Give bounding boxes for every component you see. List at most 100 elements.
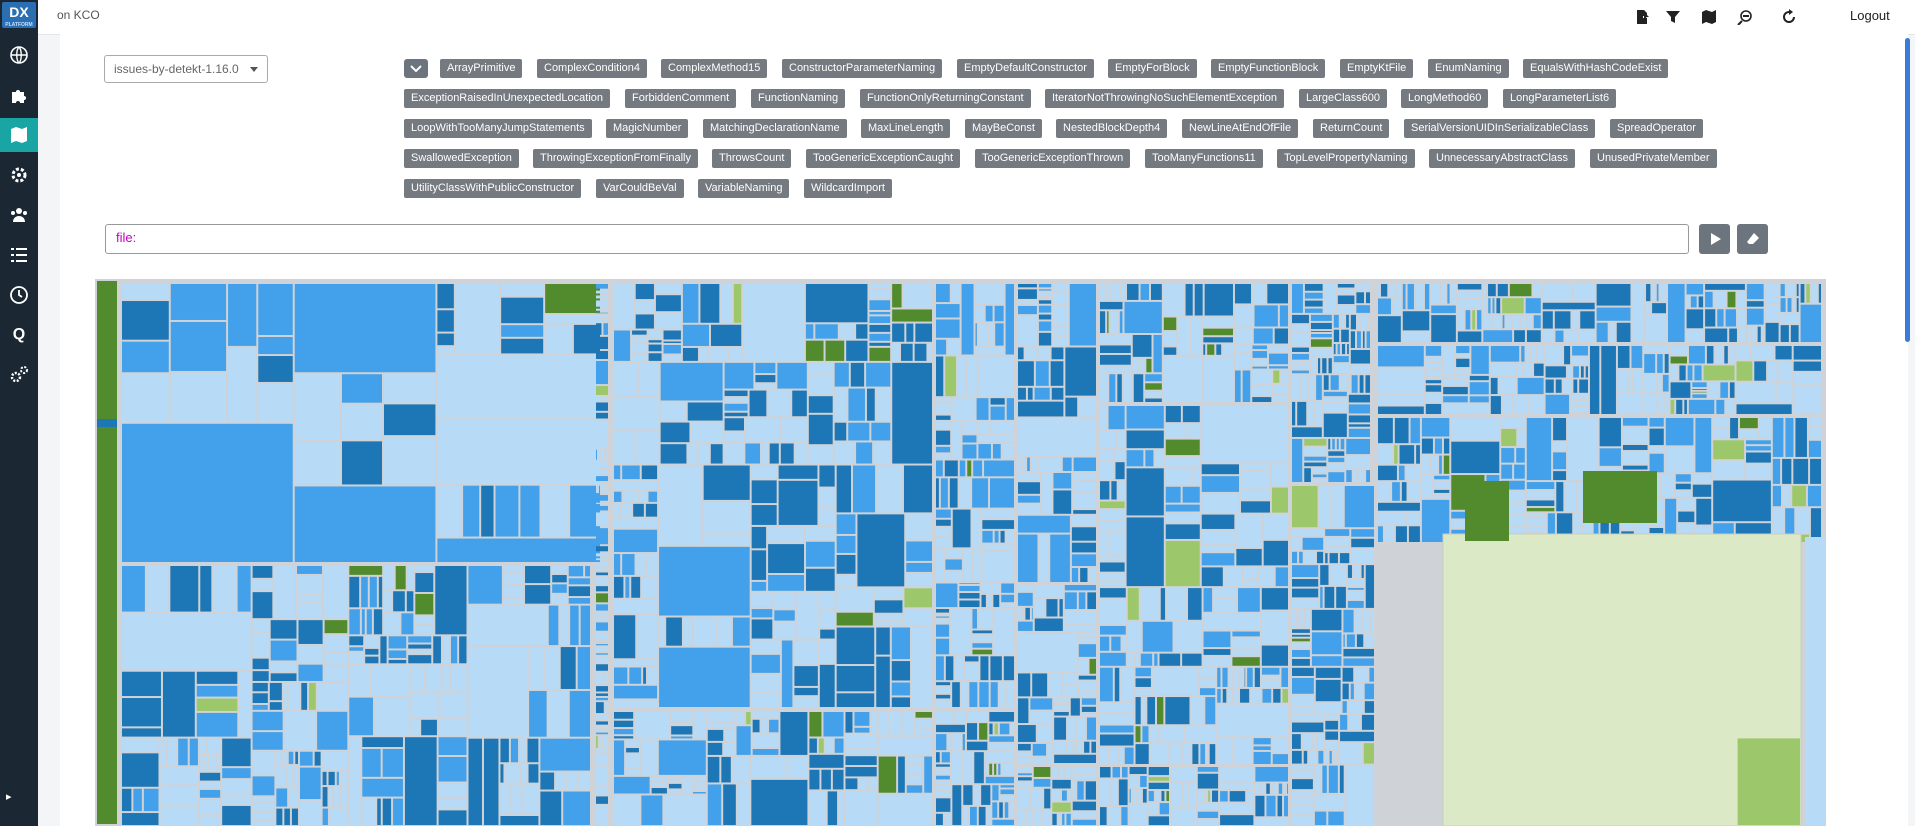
treemap-tile[interactable] xyxy=(503,566,524,572)
treemap-tile[interactable] xyxy=(1252,359,1267,365)
treemap-tile[interactable] xyxy=(1695,418,1712,473)
treemap-tile[interactable] xyxy=(1140,653,1153,666)
treemap-tile[interactable] xyxy=(671,712,693,721)
treemap-tile[interactable] xyxy=(1296,609,1299,628)
treemap-tile[interactable] xyxy=(1715,346,1723,364)
treemap-tile[interactable] xyxy=(1528,315,1532,329)
treemap-tile[interactable] xyxy=(1356,284,1370,291)
treemap-tile[interactable] xyxy=(659,465,702,545)
treemap-tile[interactable] xyxy=(972,630,993,634)
treemap-tile[interactable] xyxy=(845,712,853,733)
treemap-tile[interactable] xyxy=(1772,458,1781,484)
treemap-tile[interactable] xyxy=(1203,631,1231,648)
treemap-tile[interactable] xyxy=(936,404,951,414)
treemap-tile[interactable] xyxy=(1678,498,1695,510)
treemap-tile[interactable] xyxy=(270,620,297,639)
treemap-tile[interactable] xyxy=(1365,634,1374,647)
treemap-tile[interactable] xyxy=(964,656,979,662)
treemap-tile[interactable] xyxy=(1359,375,1364,393)
treemap-tile[interactable] xyxy=(1325,714,1339,719)
treemap-tile[interactable] xyxy=(1339,553,1350,564)
treemap-tile[interactable] xyxy=(1599,418,1621,447)
treemap-tile[interactable] xyxy=(1244,667,1246,687)
treemap-tile[interactable] xyxy=(1078,592,1086,610)
treemap-tile[interactable] xyxy=(1380,284,1388,297)
treemap-tile[interactable] xyxy=(568,598,590,604)
treemap-tile[interactable] xyxy=(1401,482,1407,501)
treemap-tile[interactable] xyxy=(548,605,559,646)
treemap-tile[interactable] xyxy=(1501,514,1525,527)
treemap-tile[interactable] xyxy=(626,769,639,775)
treemap-tile[interactable] xyxy=(1762,326,1764,342)
treemap-tile[interactable] xyxy=(1807,485,1821,507)
treemap-tile[interactable] xyxy=(596,622,608,631)
treemap-tile[interactable] xyxy=(809,769,820,790)
treemap-tile[interactable] xyxy=(503,585,524,597)
treemap-tile[interactable] xyxy=(972,635,993,642)
treemap-tile[interactable] xyxy=(1340,438,1345,450)
treemap-tile[interactable] xyxy=(378,576,383,608)
treemap-tile[interactable] xyxy=(1652,284,1655,302)
treemap-tile[interactable] xyxy=(568,566,584,577)
scrollbar[interactable] xyxy=(1905,38,1910,342)
treemap-tile[interactable] xyxy=(1772,508,1784,542)
treemap-tile[interactable] xyxy=(569,690,590,737)
treemap-tile[interactable] xyxy=(819,640,835,663)
treemap-tile[interactable] xyxy=(1064,592,1077,610)
treemap-tile[interactable] xyxy=(1583,513,1592,542)
treemap-tile[interactable] xyxy=(1811,284,1817,303)
treemap-tile[interactable] xyxy=(1514,330,1525,342)
treemap-tile[interactable] xyxy=(1129,804,1147,825)
treemap-tile[interactable] xyxy=(1622,418,1648,426)
treemap-tile[interactable] xyxy=(1526,500,1555,507)
treemap-tile[interactable] xyxy=(994,305,1004,322)
treemap-tile[interactable] xyxy=(751,756,787,778)
treemap-tile[interactable] xyxy=(1337,344,1340,355)
treemap-tile[interactable] xyxy=(1000,796,1014,801)
treemap-tile[interactable] xyxy=(1068,717,1075,740)
treemap-tile[interactable] xyxy=(1271,487,1288,513)
treemap-tile[interactable] xyxy=(1192,744,1199,764)
treemap-tile[interactable] xyxy=(1287,783,1288,794)
treemap-tile[interactable] xyxy=(936,415,951,420)
treemap-tile[interactable] xyxy=(1112,767,1120,778)
treemap-tile[interactable] xyxy=(1183,744,1191,764)
treemap-tile[interactable] xyxy=(655,284,681,294)
treemap-tile[interactable] xyxy=(160,767,198,784)
treemap-tile[interactable] xyxy=(1273,370,1280,383)
treemap-tile[interactable] xyxy=(1129,788,1131,803)
treemap-tile[interactable] xyxy=(1348,424,1370,427)
treemap-tile[interactable] xyxy=(596,577,608,585)
treemap-tile[interactable] xyxy=(1304,292,1323,299)
treemap-tile[interactable] xyxy=(985,763,988,775)
treemap-tile[interactable] xyxy=(1415,284,1423,310)
treemap-tile[interactable] xyxy=(1501,504,1525,513)
treemap-tile[interactable] xyxy=(1583,471,1657,523)
treemap-tile[interactable] xyxy=(745,418,779,442)
treemap-tile[interactable] xyxy=(1135,653,1139,666)
tag-chip[interactable]: LoopWithTooManyJumpStatements xyxy=(404,119,592,138)
treemap-tile[interactable] xyxy=(209,755,217,771)
treemap-tile[interactable] xyxy=(1670,399,1675,414)
treemap-tile[interactable] xyxy=(1232,638,1260,649)
treemap-tile[interactable] xyxy=(794,666,818,686)
treemap-tile[interactable] xyxy=(1051,387,1064,400)
treemap-tile[interactable] xyxy=(794,687,818,696)
treemap-tile[interactable] xyxy=(794,640,818,665)
treemap-tile[interactable] xyxy=(659,546,750,616)
treemap-tile[interactable] xyxy=(596,604,608,611)
treemap-tile[interactable] xyxy=(1234,370,1241,402)
treemap-tile[interactable] xyxy=(529,690,547,737)
treemap-tile[interactable] xyxy=(952,398,975,420)
treemap-tile[interactable] xyxy=(459,636,467,664)
treemap-tile[interactable] xyxy=(1439,455,1442,474)
treemap-tile[interactable] xyxy=(989,323,994,346)
treemap-tile[interactable] xyxy=(1357,331,1361,348)
treemap-tile[interactable] xyxy=(1366,292,1370,304)
treemap-tile[interactable] xyxy=(834,422,847,441)
sidebar-item-query[interactable]: Q xyxy=(0,318,38,352)
treemap-tile[interactable] xyxy=(974,785,980,805)
treemap-tile[interactable] xyxy=(1292,638,1310,642)
treemap-tile[interactable] xyxy=(596,300,608,307)
treemap-tile[interactable] xyxy=(1348,428,1370,437)
